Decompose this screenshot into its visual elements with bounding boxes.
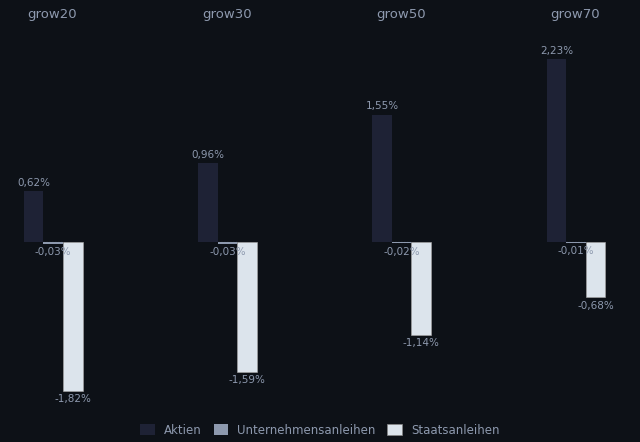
Text: -0,01%: -0,01% <box>557 246 595 256</box>
Bar <box>372 115 392 242</box>
Text: -0,03%: -0,03% <box>209 248 246 257</box>
Bar <box>24 191 44 242</box>
Bar <box>547 59 566 242</box>
Legend: Aktien, Unternehmensanleihen, Staatsanleihen: Aktien, Unternehmensanleihen, Staatsanle… <box>136 419 504 441</box>
Bar <box>586 242 605 297</box>
Bar <box>63 242 83 391</box>
Bar <box>392 242 412 244</box>
Bar <box>218 242 237 244</box>
Bar <box>412 242 431 335</box>
Text: grow70: grow70 <box>550 8 600 21</box>
Text: 0,96%: 0,96% <box>191 150 225 160</box>
Bar <box>237 242 257 372</box>
Text: -0,03%: -0,03% <box>35 248 72 257</box>
Text: -1,59%: -1,59% <box>228 375 266 385</box>
Text: grow30: grow30 <box>202 8 252 21</box>
Text: grow50: grow50 <box>376 8 426 21</box>
Text: 2,23%: 2,23% <box>540 46 573 56</box>
Bar <box>44 242 63 244</box>
Text: -0,02%: -0,02% <box>383 247 420 257</box>
Text: -1,82%: -1,82% <box>54 394 92 404</box>
Text: grow20: grow20 <box>28 8 77 21</box>
Text: -0,68%: -0,68% <box>577 301 614 311</box>
Text: 0,62%: 0,62% <box>17 178 50 188</box>
Text: -1,14%: -1,14% <box>403 339 440 348</box>
Bar <box>198 163 218 242</box>
Text: 1,55%: 1,55% <box>365 102 399 111</box>
Bar <box>566 242 586 243</box>
